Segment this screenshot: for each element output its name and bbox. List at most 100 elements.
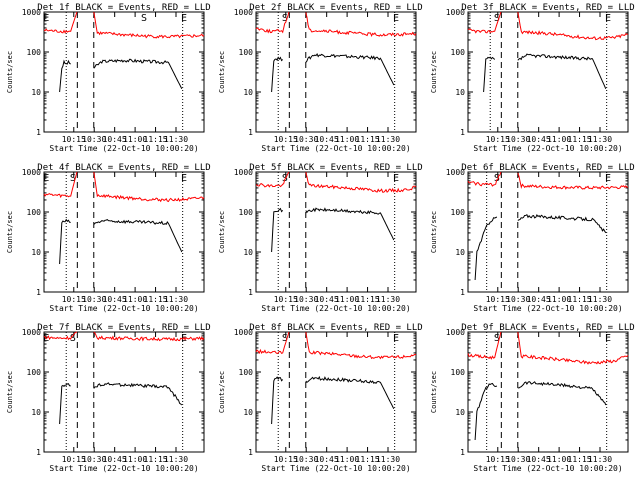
x-tick-label: 10:15 — [486, 135, 510, 144]
x-tick-label: 11:15 — [356, 455, 380, 464]
y-tick-label: 1 — [248, 448, 253, 457]
lld-series-line — [305, 171, 417, 193]
marker-letter: E — [605, 13, 611, 24]
lld-series-line — [255, 171, 290, 188]
x-tick-label: 11:00 — [547, 135, 571, 144]
x-tick-label: 11:00 — [335, 455, 359, 464]
x-tick-label: 11:00 — [123, 295, 147, 304]
panel-title: Det 6f BLACK = Events, RED = LLD — [461, 163, 634, 173]
y-tick-label: 1000 — [234, 168, 253, 177]
events-series-line — [271, 56, 284, 93]
y-tick-label: 100 — [239, 48, 254, 57]
y-tick-label: 1000 — [22, 328, 41, 337]
y-tick-label: 100 — [239, 208, 254, 217]
y-tick-label: 1 — [36, 288, 41, 297]
x-tick-label: 10:15 — [274, 455, 298, 464]
plot-frame — [43, 331, 205, 453]
x-tick-label: 11:00 — [123, 135, 147, 144]
events-series-line — [59, 218, 71, 265]
y-tick-label: 100 — [27, 368, 42, 377]
x-tick-label: 11:30 — [588, 455, 612, 464]
x-tick-label: 11:30 — [164, 135, 188, 144]
y-axis-label: Counts/sec — [430, 51, 438, 93]
events-series-line — [305, 375, 395, 410]
x-tick-label: 11:15 — [568, 295, 592, 304]
lld-series-line — [517, 331, 629, 365]
y-tick-label: 10 — [243, 408, 253, 417]
plot-frame — [43, 171, 205, 293]
y-axis-label: Counts/sec — [6, 371, 14, 413]
lld-series-line — [255, 11, 290, 34]
x-tick-label: 10:15 — [62, 135, 86, 144]
y-tick-label: 10 — [243, 88, 253, 97]
y-axis-label: Counts/sec — [6, 211, 14, 253]
y-tick-label: 10 — [243, 248, 253, 257]
x-axis-label: Start Time (22-Oct-10 10:00:20) — [261, 464, 410, 473]
x-tick-label: 11:15 — [356, 135, 380, 144]
y-axis-label: Counts/sec — [218, 51, 226, 93]
marker-letter: E — [605, 173, 611, 184]
events-series-line — [59, 59, 71, 93]
marker-letter: E — [393, 333, 399, 344]
y-tick-label: 1000 — [234, 328, 253, 337]
marker-letter: S — [494, 13, 500, 24]
x-tick-label: 11:30 — [376, 455, 400, 464]
lld-series-line — [93, 171, 205, 203]
marker-letter: E — [393, 13, 399, 24]
marker-letter: E — [43, 173, 49, 184]
x-tick-label: 10:30 — [294, 455, 318, 464]
marker-letter: E — [605, 333, 611, 344]
lld-series-line — [517, 11, 629, 41]
y-tick-label: 10 — [455, 88, 465, 97]
y-tick-label: 100 — [451, 368, 466, 377]
lld-series-line — [467, 171, 502, 187]
y-tick-label: 100 — [451, 208, 466, 217]
y-tick-label: 1000 — [234, 8, 253, 17]
x-tick-label: 11:30 — [164, 295, 188, 304]
x-tick-label: 10:30 — [506, 295, 530, 304]
detector-panel: Det 6f BLACK = Events, RED = LLD Counts/s… — [430, 163, 635, 313]
marker-letter: S — [282, 333, 288, 344]
events-series-line — [483, 56, 496, 93]
y-tick-label: 100 — [239, 368, 254, 377]
marker-letter: E — [43, 13, 49, 24]
x-tick-label: 10:30 — [82, 295, 106, 304]
events-series-line — [93, 382, 183, 406]
x-axis-label: Start Time (22-Oct-10 10:00:20) — [49, 464, 198, 473]
x-tick-label: 10:45 — [103, 135, 127, 144]
y-axis-label: Counts/sec — [430, 211, 438, 253]
events-series-line — [305, 52, 395, 86]
events-series-line — [93, 58, 183, 90]
events-series-line — [474, 382, 498, 441]
lld-series-line — [255, 331, 290, 355]
plot-frame — [467, 171, 629, 293]
lld-series-line — [43, 11, 78, 34]
lld-series-line — [517, 172, 629, 190]
x-tick-label: 11:00 — [547, 295, 571, 304]
y-tick-label: 10 — [31, 88, 41, 97]
y-tick-label: 1000 — [446, 328, 465, 337]
x-tick-label: 10:30 — [294, 135, 318, 144]
lld-series-line — [93, 11, 205, 39]
x-tick-label: 10:45 — [527, 135, 551, 144]
panel-title: Det 4f BLACK = Events, RED = LLD — [37, 163, 210, 173]
detector-panel: Det 4f BLACK = Events, RED = LLD Counts/s… — [6, 163, 211, 313]
x-tick-label: 11:30 — [376, 295, 400, 304]
lld-series-line — [467, 11, 502, 34]
panel-title: Det 1f BLACK = Events, RED = LLD — [37, 3, 210, 13]
x-tick-label: 11:15 — [568, 135, 592, 144]
x-tick-label: 11:15 — [568, 455, 592, 464]
x-tick-label: 10:30 — [82, 455, 106, 464]
y-axis-label: Counts/sec — [218, 211, 226, 253]
x-tick-label: 10:15 — [486, 455, 510, 464]
marker-letter: E — [181, 13, 187, 24]
y-tick-label: 10 — [455, 248, 465, 257]
x-tick-label: 10:45 — [315, 295, 339, 304]
lld-series-line — [43, 171, 78, 199]
lld-series-line — [43, 331, 78, 341]
x-tick-label: 11:00 — [123, 455, 147, 464]
events-series-line — [517, 213, 607, 234]
marker-letter: S — [70, 333, 76, 344]
x-tick-label: 10:45 — [527, 295, 551, 304]
